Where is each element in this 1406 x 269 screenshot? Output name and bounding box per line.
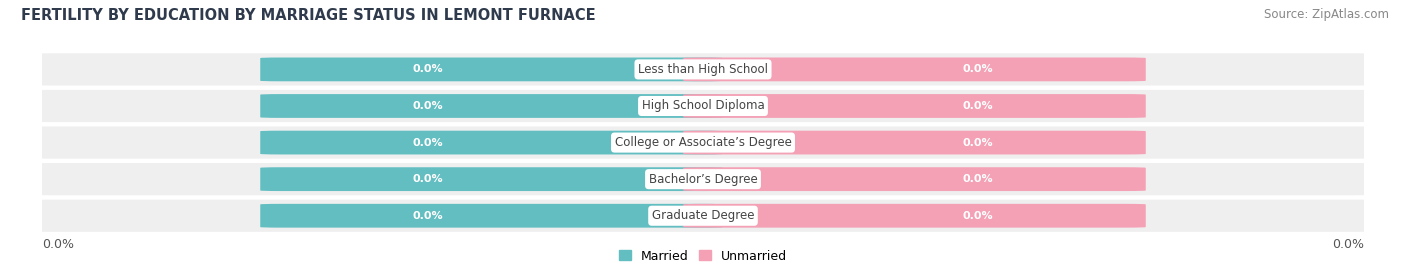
Text: 0.0%: 0.0% [963, 211, 993, 221]
Text: 0.0%: 0.0% [413, 211, 443, 221]
FancyBboxPatch shape [260, 94, 723, 118]
FancyBboxPatch shape [683, 167, 1146, 191]
Text: 0.0%: 0.0% [963, 64, 993, 75]
Text: Graduate Degree: Graduate Degree [652, 209, 754, 222]
FancyBboxPatch shape [683, 204, 1146, 228]
Text: 0.0%: 0.0% [963, 174, 993, 184]
Text: 0.0%: 0.0% [42, 238, 75, 251]
FancyBboxPatch shape [260, 167, 723, 191]
Text: 0.0%: 0.0% [413, 137, 443, 148]
FancyBboxPatch shape [35, 90, 1371, 122]
Text: 0.0%: 0.0% [1331, 238, 1364, 251]
FancyBboxPatch shape [35, 53, 1371, 86]
Text: 0.0%: 0.0% [413, 101, 443, 111]
Text: Less than High School: Less than High School [638, 63, 768, 76]
Text: Bachelor’s Degree: Bachelor’s Degree [648, 173, 758, 186]
Text: 0.0%: 0.0% [963, 137, 993, 148]
FancyBboxPatch shape [35, 126, 1371, 159]
Text: College or Associate’s Degree: College or Associate’s Degree [614, 136, 792, 149]
FancyBboxPatch shape [683, 131, 1146, 154]
FancyBboxPatch shape [35, 200, 1371, 232]
FancyBboxPatch shape [683, 58, 1146, 81]
FancyBboxPatch shape [683, 94, 1146, 118]
FancyBboxPatch shape [35, 163, 1371, 195]
FancyBboxPatch shape [260, 204, 723, 228]
Text: FERTILITY BY EDUCATION BY MARRIAGE STATUS IN LEMONT FURNACE: FERTILITY BY EDUCATION BY MARRIAGE STATU… [21, 8, 596, 23]
FancyBboxPatch shape [260, 58, 723, 81]
Text: Source: ZipAtlas.com: Source: ZipAtlas.com [1264, 8, 1389, 21]
FancyBboxPatch shape [260, 131, 723, 154]
Text: 0.0%: 0.0% [963, 101, 993, 111]
Legend: Married, Unmarried: Married, Unmarried [619, 250, 787, 263]
Text: 0.0%: 0.0% [413, 174, 443, 184]
Text: High School Diploma: High School Diploma [641, 100, 765, 112]
Text: 0.0%: 0.0% [413, 64, 443, 75]
